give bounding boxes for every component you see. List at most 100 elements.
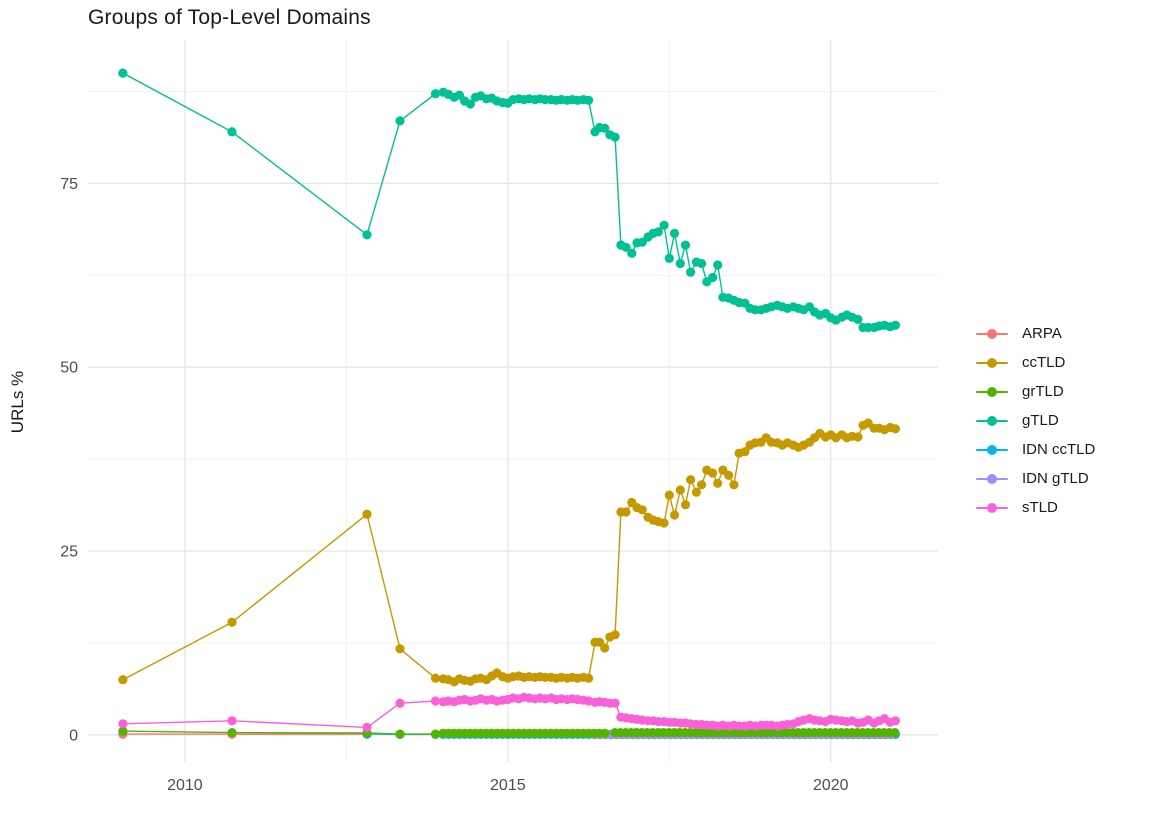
data-point xyxy=(890,716,901,726)
data-point xyxy=(890,424,901,434)
data-point xyxy=(118,68,128,78)
data-point xyxy=(610,132,620,142)
data-point xyxy=(637,505,647,515)
data-point xyxy=(697,480,707,490)
data-point xyxy=(395,116,405,126)
data-point xyxy=(600,643,610,653)
data-point xyxy=(454,90,464,100)
legend-item: sTLD xyxy=(976,493,1095,522)
series-sTLD xyxy=(118,692,901,733)
legend: ARPA ccTLD grTLD gTLD IDN ccTLD IDN gTLD… xyxy=(976,319,1095,522)
data-point xyxy=(600,728,610,738)
data-point xyxy=(395,644,405,654)
legend-key-swatch xyxy=(976,386,1008,397)
data-point xyxy=(853,314,863,324)
data-point xyxy=(610,698,620,708)
data-point xyxy=(686,267,696,277)
data-point xyxy=(659,220,669,230)
data-point xyxy=(890,320,901,330)
data-point xyxy=(686,475,696,485)
y-tick-label: 0 xyxy=(69,727,78,744)
legend-item: gTLD xyxy=(976,406,1095,435)
x-tick-label: 2010 xyxy=(167,777,203,794)
series-gTLD xyxy=(118,68,901,333)
data-point xyxy=(680,500,691,510)
grid-major xyxy=(88,40,938,762)
legend-key-swatch xyxy=(976,444,1008,455)
legend-item-label: IDN gTLD xyxy=(1022,470,1089,487)
legend-key-swatch xyxy=(976,502,1008,513)
data-point xyxy=(584,673,594,683)
data-point xyxy=(724,470,734,480)
x-tick-label: 2020 xyxy=(813,777,849,794)
y-tick-label: 25 xyxy=(60,543,78,560)
data-point xyxy=(227,127,237,137)
data-point xyxy=(395,729,405,739)
legend-item: IDN ccTLD xyxy=(976,435,1095,464)
y-tick-label: 50 xyxy=(60,360,78,377)
data-point xyxy=(395,698,405,708)
series-ccTLD xyxy=(118,418,901,687)
data-point xyxy=(853,432,863,442)
data-point xyxy=(362,509,372,519)
chart-title: Groups of Top-Level Domains xyxy=(88,6,371,29)
data-point xyxy=(118,675,128,685)
data-point xyxy=(362,722,372,733)
data-point xyxy=(713,478,723,488)
data-point xyxy=(610,630,620,640)
legend-item-label: gTLD xyxy=(1022,412,1059,429)
data-point xyxy=(118,726,128,736)
legend-item-label: IDN ccTLD xyxy=(1022,441,1096,458)
data-point xyxy=(708,272,718,283)
data-point xyxy=(653,227,663,237)
legend-key-swatch xyxy=(976,357,1008,368)
data-point xyxy=(227,716,237,726)
data-point xyxy=(362,230,372,240)
data-point xyxy=(675,485,685,495)
series-grTLD xyxy=(118,726,900,739)
legend-item-label: ARPA xyxy=(1022,325,1062,342)
data-point xyxy=(430,696,441,706)
data-point xyxy=(669,510,680,520)
data-point xyxy=(713,260,723,270)
data-point xyxy=(430,729,441,739)
legend-item: ccTLD xyxy=(976,348,1095,377)
data-point xyxy=(621,242,631,252)
data-point xyxy=(627,248,637,258)
data-point xyxy=(664,490,674,500)
legend-item-label: ccTLD xyxy=(1022,354,1066,371)
data-point xyxy=(669,228,680,238)
legend-item: ARPA xyxy=(976,319,1095,348)
data-point xyxy=(465,99,475,109)
legend-item: IDN gTLD xyxy=(976,464,1095,493)
legend-key-swatch xyxy=(976,473,1008,484)
data-point xyxy=(621,507,631,517)
data-point xyxy=(697,258,707,269)
y-tick-label: 75 xyxy=(60,176,78,193)
x-tick-label: 2015 xyxy=(490,777,526,794)
grid-minor xyxy=(88,40,938,762)
data-point xyxy=(659,518,669,528)
data-point xyxy=(600,123,610,133)
data-point xyxy=(664,253,674,263)
data-point xyxy=(708,468,718,478)
y-axis-title: URLs % xyxy=(8,370,27,434)
data-point xyxy=(729,480,739,490)
legend-key-swatch xyxy=(976,328,1008,339)
data-point xyxy=(680,240,691,250)
data-point xyxy=(675,258,685,269)
data-point xyxy=(430,89,441,99)
data-point xyxy=(118,719,128,729)
data-point xyxy=(430,673,441,683)
data-point xyxy=(584,95,594,105)
data-point xyxy=(227,617,237,627)
axis-tick-labels: 0 25 50 75 2010 2015 2020 xyxy=(60,176,848,794)
data-point xyxy=(227,728,237,738)
legend-key-swatch xyxy=(976,415,1008,426)
data-point xyxy=(740,447,750,457)
data-point xyxy=(890,728,900,738)
legend-item-label: sTLD xyxy=(1022,499,1058,516)
data-point xyxy=(691,487,702,497)
